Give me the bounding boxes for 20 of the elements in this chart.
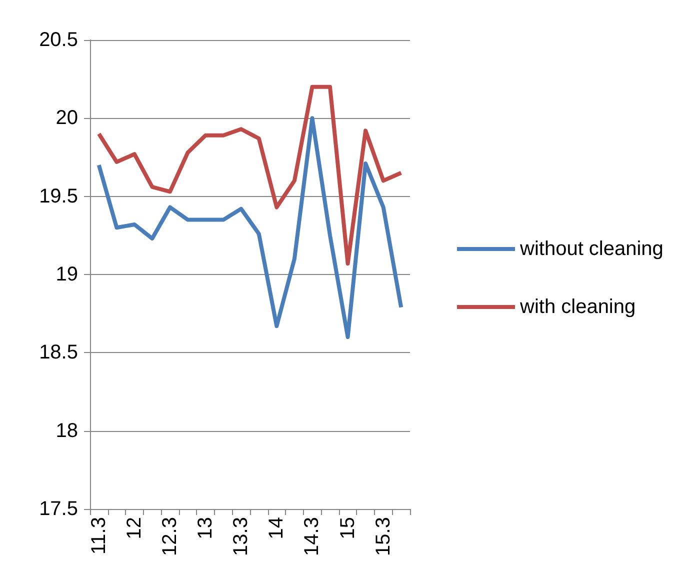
x-tick-label: 15.3 (372, 517, 394, 556)
x-tick-label: 11.3 (88, 517, 110, 554)
y-tick-label: 18 (56, 420, 78, 442)
y-tick-label: 19 (56, 264, 78, 286)
x-tick-label: 14.3 (301, 517, 324, 556)
y-tick-label: 17.5 (39, 498, 78, 520)
x-tick-label: 15 (336, 517, 359, 540)
legend-label: without cleaning (519, 238, 664, 260)
x-tick-label: 13.3 (230, 517, 252, 556)
y-tick-label: 20.5 (39, 29, 78, 51)
x-tick-label: 14 (266, 517, 288, 540)
y-tick-label: 20 (56, 107, 78, 130)
line-series (96, 116, 404, 340)
y-tick-label: 18.5 (39, 342, 78, 364)
line-series (96, 84, 404, 266)
legend-label: with cleaning (519, 296, 636, 318)
y-tick-label: 19.5 (39, 185, 78, 208)
x-tick-label: 12.3 (159, 517, 181, 556)
x-tick-label: 12 (123, 517, 146, 540)
x-tick-label: 13 (194, 517, 217, 540)
